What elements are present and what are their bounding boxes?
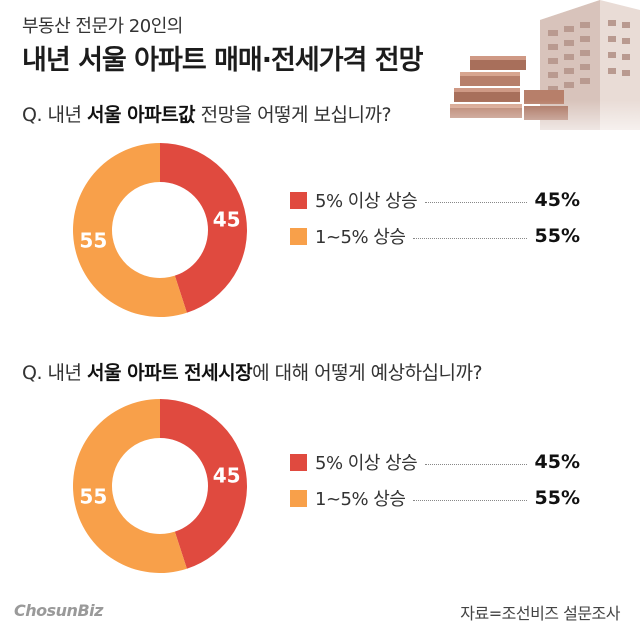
legend-value: 45%	[534, 189, 580, 211]
slice-value-label-1: 45	[213, 463, 241, 487]
slice-value-label-2: 55	[79, 485, 107, 509]
building-money-illustration	[440, 0, 640, 150]
legend-leader-line	[413, 237, 527, 239]
question-2: Q. 내년 서울 아파트 전세시장에 대해 어떻게 예상하십니까?	[22, 358, 483, 385]
question-1: Q. 내년 서울 아파트값 전망을 어떻게 보십니까?	[22, 100, 392, 127]
donut-chart-apartment-price: 45 55	[72, 143, 247, 317]
legend-item: 1~5% 상승 55%	[290, 224, 580, 248]
question-1-suffix: 전망을 어떻게 보십니까?	[195, 104, 392, 126]
question-2-bold: 서울 아파트 전세시장	[87, 362, 253, 384]
legend-apartment-price: 5% 이상 상승 45% 1~5% 상승 55%	[290, 188, 580, 260]
legend-swatch	[290, 453, 307, 471]
legend-swatch	[290, 489, 307, 507]
donut-chart-jeonse-market: 45 55	[72, 399, 247, 573]
legend-label: 1~5% 상승	[315, 227, 406, 248]
donut-slice-1	[160, 399, 247, 569]
page-title: 내년 서울 아파트 매매·전세가격 전망	[22, 45, 423, 76]
chosunbiz-logo: ChosunBiz	[14, 601, 103, 620]
legend-value: 45%	[534, 451, 580, 473]
legend-item: 5% 이상 상승 45%	[290, 188, 580, 212]
source-note: 자료=조선비즈 설문조사	[460, 604, 620, 623]
legend-leader-line	[425, 463, 527, 465]
legend-leader-line	[425, 201, 527, 203]
apartment-building-icon	[540, 0, 640, 130]
donut-slice-2	[72, 399, 187, 573]
question-2-prefix: Q. 내년	[22, 362, 88, 384]
legend-label: 1~5% 상승	[315, 489, 406, 510]
legend-label: 5% 이상 상승	[315, 453, 418, 474]
legend-value: 55%	[534, 487, 580, 509]
logo-text: Chosun	[14, 601, 78, 620]
legend-jeonse-market: 5% 이상 상승 45% 1~5% 상승 55%	[290, 450, 580, 522]
legend-value: 55%	[534, 225, 580, 247]
legend-swatch	[290, 191, 307, 209]
legend-item: 1~5% 상승 55%	[290, 486, 580, 510]
subtitle: 부동산 전문가 20인의	[22, 16, 183, 37]
question-1-bold: 서울 아파트값	[87, 104, 196, 126]
logo-suffix-text: Biz	[77, 601, 103, 620]
legend-label: 5% 이상 상승	[315, 191, 418, 212]
legend-item: 5% 이상 상승 45%	[290, 450, 580, 474]
slice-value-label-1: 45	[213, 207, 241, 231]
question-2-suffix: 에 대해 어떻게 예상하십니까?	[252, 362, 483, 384]
donut-slice-2	[72, 143, 187, 317]
donut-slice-1	[160, 143, 247, 313]
legend-leader-line	[413, 499, 527, 501]
legend-swatch	[290, 227, 307, 245]
question-1-prefix: Q. 내년	[22, 104, 88, 126]
slice-value-label-2: 55	[79, 229, 107, 253]
